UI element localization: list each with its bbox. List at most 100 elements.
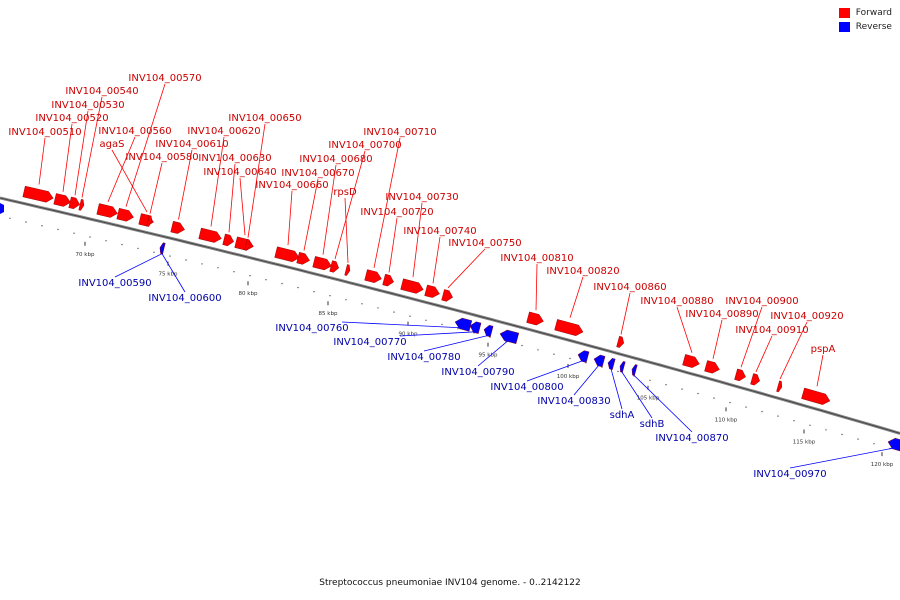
forward-gene-label: INV104_00720 [360,207,433,218]
minor-tick [857,438,859,440]
minor-tick [441,323,443,326]
forward-gene-label: INV104_00610 [155,139,228,150]
reverse-gene-sdhA [607,358,616,370]
minor-tick [425,319,427,321]
map-caption: Streptococcus pneumoniae INV104 genome. … [319,578,581,588]
minor-tick [105,240,107,242]
minor-tick [521,344,523,347]
tick-label: 105 kbp [637,396,660,402]
forward-leader-line [239,177,246,236]
reverse-leader-line [633,375,693,433]
reverse-gene-INV104_00800 [577,350,590,363]
forward-leader-line [412,202,423,278]
reverse-leader-line [573,364,600,396]
forward-gene-label: INV104_00650 [228,113,301,124]
forward-leader-line [81,96,103,198]
forward-leader-line [210,136,225,227]
minor-tick [329,295,331,297]
forward-leader-line [74,110,89,196]
reverse-gene-label: INV104_00770 [333,337,406,348]
reverse-gene-INV104_00830 [593,354,606,368]
forward-leader-line [111,149,148,213]
forward-gene-label: INV104_00560 [98,126,171,137]
forward-leader-line [334,150,366,260]
minor-tick [41,225,43,227]
forward-leader-line [178,149,193,220]
forward-leader-line [344,197,349,263]
reverse-gene-label: sdhA [610,410,635,421]
minor-tick [665,384,667,386]
forward-gene-label: INV104_00860 [593,282,666,293]
minor-tick [809,424,811,426]
forward-gene-label: INV104_00880 [640,296,713,307]
reverse-leader-line [114,253,163,278]
minor-tick [537,349,539,351]
reverse-leader-line [399,331,476,337]
reverse-leader-line [341,321,464,329]
reverse-leader-line [161,253,186,293]
forward-leader-line [755,335,773,372]
minor-tick [361,303,363,305]
reverse-leader-line [621,371,653,419]
reverse-gene-INV104_00870 [631,364,638,376]
tick-label: 95 kbp [479,353,498,359]
forward-gene-label: INV104_00810 [500,253,573,264]
minor-tick [137,247,139,250]
forward-gene-INV104_00880 [682,354,700,368]
forward-gene-INV104_00580 [146,215,153,227]
forward-gene-label: INV104_00580 [125,152,198,163]
forward-leader-line [432,236,441,284]
minor-tick [553,353,555,355]
tick-label: 80 kbp [239,291,258,297]
reverse-gene-INV104_00770 [469,321,482,334]
forward-leader-line [569,276,584,318]
forward-gene-label: INV104_00900 [725,296,798,307]
minor-tick [377,307,379,309]
minor-tick [265,279,267,281]
reverse-leader-line [789,447,896,469]
reverse-gene-label: INV104_00590 [78,278,151,289]
minor-tick [217,267,219,269]
forward-leader-line [62,123,73,192]
minor-tick [457,328,459,330]
forward-gene-INV104_00530 [68,196,80,210]
forward-gene-label: INV104_00920 [770,311,843,322]
minor-tick [873,443,875,445]
forward-gene-INV104_00570 [116,208,134,222]
reverse-gene-label: INV104_00780 [387,352,460,363]
reverse-gene-label: INV104_00600 [148,293,221,304]
forward-gene-INV104_00650 [244,239,251,251]
minor-tick [73,232,75,234]
minor-tick [793,420,795,422]
forward-gene-INV104_00820 [554,319,584,336]
forward-leader-line [779,321,808,380]
forward-leader-line [447,248,486,289]
reverse-gene-label: INV104_00830 [537,396,610,407]
forward-gene-INV104_00740 [424,284,440,298]
minor-tick [761,410,763,413]
tick-label: 75 kbp [159,272,178,278]
reverse-gene-INV104_00790 [499,329,520,344]
forward-leader-line [247,123,266,238]
legend-reverse-label: Reverse [855,22,892,32]
forward-leader-line [712,319,723,359]
forward-leader-line [373,137,401,268]
forward-gene-INV104_00900 [734,368,746,382]
forward-leader-line [740,306,763,368]
forward-leader-line [228,163,236,233]
forward-gene-label: INV104_00910 [735,325,808,336]
forward-gene-INV104_00610 [170,221,185,234]
minor-tick [841,433,843,436]
reverse-gene-INV104_00600 [159,242,166,255]
genome-backbone-core [0,197,900,434]
forward-gene-INV104_00540 [78,199,85,211]
reverse-gene-label: INV104_00790 [441,367,514,378]
forward-gene-INV104_00660 [274,246,300,263]
forward-leader-line [620,292,631,335]
forward-gene-INV104_00700 [329,260,339,273]
reverse-leader-line [423,335,489,352]
forward-gene-INV104_00620 [198,227,222,243]
forward-swatch [838,8,850,18]
forward-gene-label: INV104_00640 [203,167,276,178]
